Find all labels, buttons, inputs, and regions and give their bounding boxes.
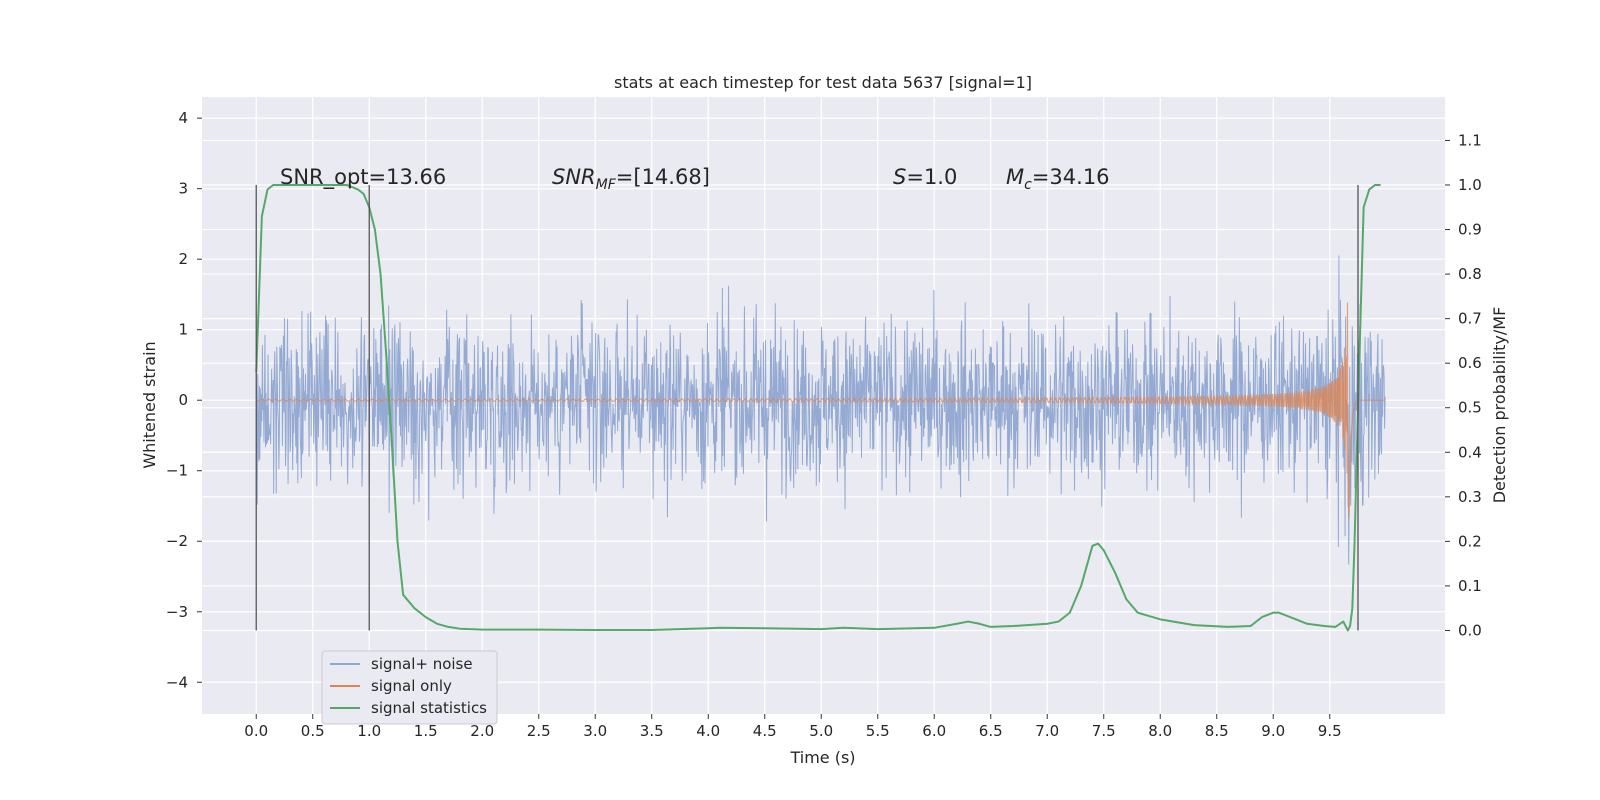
x-tick-label: 4.5 <box>753 722 777 740</box>
y-right-tick-label: 0.5 <box>1458 399 1482 417</box>
x-tick-label: 5.0 <box>809 722 833 740</box>
y-tick-label: −1 <box>166 462 188 480</box>
series-signal-only <box>255 302 1386 518</box>
annotation-s: S=1.0 <box>893 165 957 189</box>
y-axis-left-ticks: 4 3 2 1 0 −1 −2 −3 −4 <box>166 109 202 691</box>
legend-label-signal-statistics: signal statistics <box>371 699 487 717</box>
y-right-tick-label: 0.8 <box>1458 265 1482 283</box>
x-tick-label: 4.0 <box>696 722 720 740</box>
y-right-tick-label: 0.6 <box>1458 354 1482 372</box>
x-tick-label: 0.0 <box>244 722 268 740</box>
annotation-mc: Mc=34.16 <box>1006 165 1110 193</box>
marker-lines <box>255 184 1359 631</box>
x-tick-label: 5.5 <box>866 722 890 740</box>
x-axis-ticks: 0.0 0.5 1.0 1.5 2.0 2.5 3.0 3.5 4.0 4.5 5.0 5.5 6.0 6… <box>244 714 1342 740</box>
y-right-tick-label: 0.7 <box>1458 310 1482 328</box>
x-tick-label: 8.0 <box>1148 722 1172 740</box>
y-tick-label: 0 <box>178 391 188 409</box>
y-tick-label: −4 <box>166 673 188 691</box>
x-tick-label: 3.5 <box>640 722 664 740</box>
x-tick-label: 8.5 <box>1205 722 1229 740</box>
x-tick-label: 9.0 <box>1261 722 1285 740</box>
annotation-snr-mf-value: =[14.68] <box>616 165 710 189</box>
y-tick-label: −2 <box>166 532 188 550</box>
x-tick-label: 7.5 <box>1092 722 1116 740</box>
x-tick-label: 6.5 <box>979 722 1003 740</box>
y-right-tick-label: 0.4 <box>1458 443 1482 461</box>
annotation-snr-mf-subscript: MF <box>596 177 617 193</box>
x-tick-label: 7.0 <box>1035 722 1059 740</box>
legend-label-signal-only: signal only <box>371 677 452 695</box>
y-tick-label: 4 <box>178 109 188 127</box>
y-right-tick-label: 0.3 <box>1458 488 1482 506</box>
y-tick-label: 2 <box>178 250 188 268</box>
x-tick-label: 1.0 <box>357 722 381 740</box>
x-tick-label: 2.5 <box>527 722 551 740</box>
y-tick-label: −3 <box>166 603 188 621</box>
annotation-mc-value: =34.16 <box>1032 165 1110 189</box>
x-tick-label: 9.5 <box>1318 722 1342 740</box>
y-right-tick-label: 1.0 <box>1458 176 1482 194</box>
x-axis-label: Time (s) <box>789 748 855 767</box>
chart-title: stats at each timestep for test data 563… <box>614 73 1032 92</box>
annotation-mc-symbol: M <box>1006 165 1024 189</box>
signal-statistics-line <box>255 183 1381 632</box>
y-right-tick-label: 0.0 <box>1458 621 1482 639</box>
annotation-snr-mf-symbol: SNR <box>552 165 596 189</box>
legend-label-signal-plus-noise: signal+ noise <box>371 655 473 673</box>
y-right-tick-label: 0.2 <box>1458 532 1482 550</box>
annotation-mc-subscript: c <box>1024 177 1032 193</box>
annotation-snr-mf: SNRMF=[14.68] <box>552 165 710 193</box>
signal-only-line <box>255 302 1386 518</box>
annotation-s-value: =1.0 <box>906 165 957 189</box>
y-tick-label: 1 <box>178 321 188 339</box>
y-tick-label: 3 <box>178 180 188 198</box>
annotation-snr-opt: SNR_opt=13.66 <box>280 165 446 190</box>
x-tick-label: 3.0 <box>583 722 607 740</box>
series-signal-plus-noise <box>255 255 1386 565</box>
annotation-s-symbol: S <box>893 165 906 189</box>
legend: signal+ noise signal only signal statist… <box>321 650 498 725</box>
x-tick-label: 1.5 <box>414 722 438 740</box>
y-axis-label: Whitened strain <box>140 341 159 468</box>
y-right-tick-label: 0.1 <box>1458 577 1482 595</box>
x-tick-label: 6.0 <box>922 722 946 740</box>
legend-box <box>321 650 498 725</box>
signal-plus-noise-line <box>255 255 1386 565</box>
annotations: SNR_opt=13.66 SNRMF=[14.68] S=1.0 Mc=34.… <box>280 165 1110 193</box>
y-axis-right-label: Detection probability/MF <box>1490 307 1509 504</box>
y-right-tick-label: 1.1 <box>1458 131 1482 149</box>
x-tick-label: 0.5 <box>301 722 325 740</box>
y-axis-right-ticks: 1.1 1.0 0.9 0.8 0.7 0.6 0.5 0.4 0.3 0.2 0.1 0.0 <box>1445 131 1482 639</box>
x-tick-label: 2.0 <box>470 722 494 740</box>
y-right-tick-label: 0.9 <box>1458 221 1482 239</box>
series-signal-statistics <box>255 183 1381 632</box>
